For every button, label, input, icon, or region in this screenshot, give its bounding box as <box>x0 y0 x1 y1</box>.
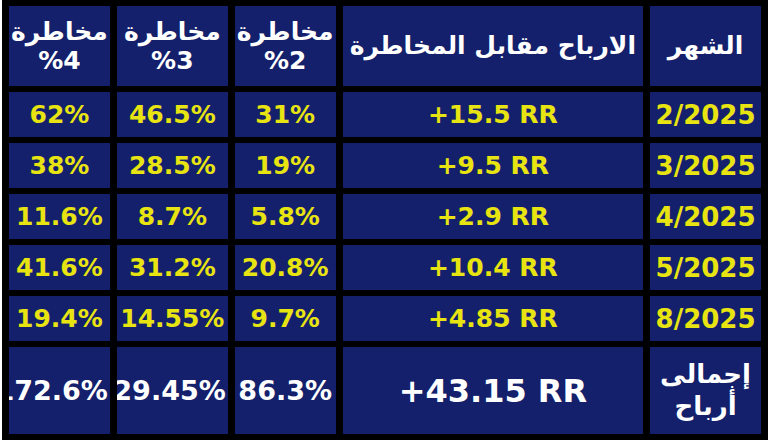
total-risk3-cell: 129.45% <box>117 347 228 434</box>
risk4-cell: 41.6% <box>9 245 110 290</box>
risk2-cell: 19% <box>235 143 336 188</box>
table-board: الشهر الارباح مقابل المخاطرة مخاطرة %2 م… <box>2 0 768 440</box>
risk3-cell: 31.2% <box>117 245 228 290</box>
risk4-cell: 62% <box>9 92 110 137</box>
header-risk-2pct-value: %2 <box>237 46 334 76</box>
month-cell: 5/2025 <box>650 245 761 290</box>
header-row: الشهر الارباح مقابل المخاطرة مخاطرة %2 م… <box>9 6 761 86</box>
risk3-cell: 8.7% <box>117 194 228 239</box>
total-rr-cell: +43.15 RR <box>343 347 643 434</box>
table-row-mar-2025: 3/2025 +9.5 RR 19% 28.5% 38% <box>9 143 761 188</box>
rr-cell: +9.5 RR <box>343 143 643 188</box>
table-row-total: إجمالى أرباح +43.15 RR 86.3% 129.45% 172… <box>9 347 761 434</box>
month-cell: 8/2025 <box>650 296 761 341</box>
header-risk-4pct: مخاطرة %4 <box>9 6 110 86</box>
month-cell: 2/2025 <box>650 92 761 137</box>
header-risk-4pct-value: %4 <box>11 46 108 76</box>
month-cell: 4/2025 <box>650 194 761 239</box>
rr-cell: +10.4 RR <box>343 245 643 290</box>
profit-risk-table: الشهر الارباح مقابل المخاطرة مخاطرة %2 م… <box>2 0 768 440</box>
header-risk-3pct-value: %3 <box>119 46 226 76</box>
month-cell: 3/2025 <box>650 143 761 188</box>
header-risk-3pct-word: مخاطرة <box>119 17 226 47</box>
risk3-cell: 28.5% <box>117 143 228 188</box>
risk2-cell: 31% <box>235 92 336 137</box>
header-profit-vs-risk: الارباح مقابل المخاطرة <box>343 6 643 86</box>
table-row-apr-2025: 4/2025 +2.9 RR 5.8% 8.7% 11.6% <box>9 194 761 239</box>
header-risk-3pct: مخاطرة %3 <box>117 6 228 86</box>
total-label-cell: إجمالى أرباح <box>650 347 761 434</box>
table-row-feb-2025: 2/2025 +15.5 RR 31% 46.5% 62% <box>9 92 761 137</box>
risk2-cell: 5.8% <box>235 194 336 239</box>
header-month: الشهر <box>650 6 761 86</box>
total-label-line2: أرباح <box>652 391 759 422</box>
table-row-aug-2025: 8/2025 +4.85 RR 9.7% 14.55% 19.4% <box>9 296 761 341</box>
rr-cell: +2.9 RR <box>343 194 643 239</box>
risk2-cell: 9.7% <box>235 296 336 341</box>
header-risk-2pct: مخاطرة %2 <box>235 6 336 86</box>
risk4-cell: 11.6% <box>9 194 110 239</box>
header-risk-2pct-word: مخاطرة <box>237 17 334 47</box>
risk4-cell: 38% <box>9 143 110 188</box>
total-risk2-cell: 86.3% <box>235 347 336 434</box>
risk3-cell: 46.5% <box>117 92 228 137</box>
risk4-cell: 19.4% <box>9 296 110 341</box>
total-label-line1: إجمالى <box>652 359 759 390</box>
risk3-cell: 14.55% <box>117 296 228 341</box>
rr-cell: +4.85 RR <box>343 296 643 341</box>
total-risk4-cell: 172.6% <box>9 347 110 434</box>
risk2-cell: 20.8% <box>235 245 336 290</box>
rr-cell: +15.5 RR <box>343 92 643 137</box>
header-risk-4pct-word: مخاطرة <box>11 17 108 47</box>
table-row-may-2025: 5/2025 +10.4 RR 20.8% 31.2% 41.6% <box>9 245 761 290</box>
